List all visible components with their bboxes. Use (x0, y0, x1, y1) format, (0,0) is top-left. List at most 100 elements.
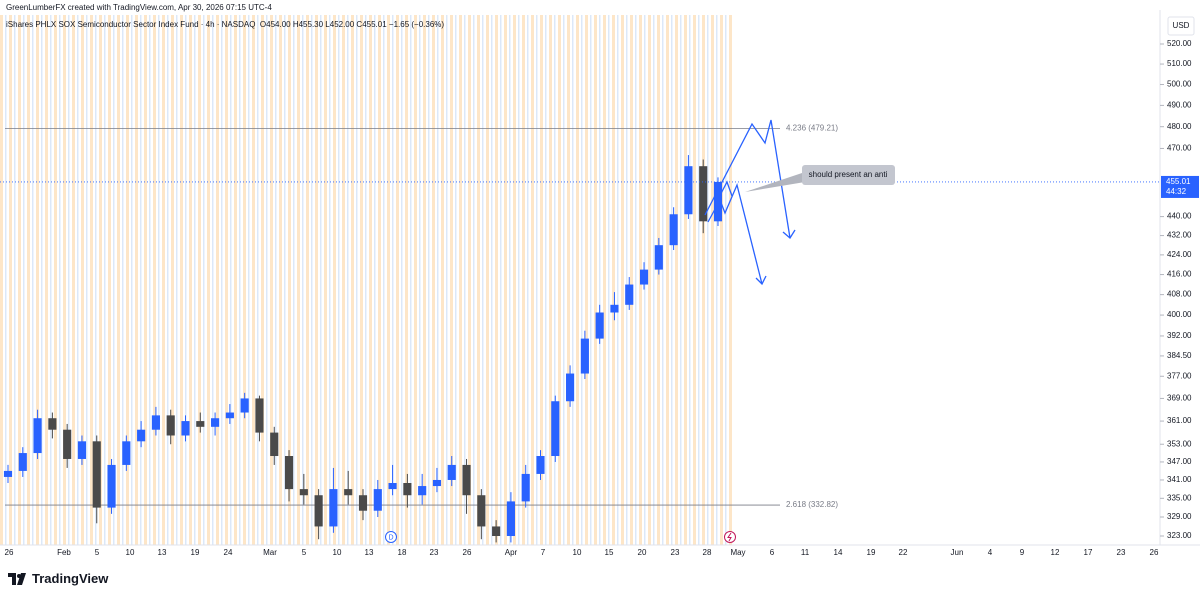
x-tick-label: 26 (463, 548, 472, 557)
candle-body (492, 526, 501, 537)
x-tick-label: May (730, 548, 745, 557)
fib-level-label: 2.618 (332.82) (786, 500, 838, 509)
x-tick-label: 10 (333, 548, 342, 557)
last-price-box (1161, 175, 1199, 198)
candle-body (270, 432, 279, 457)
candle-body (580, 338, 589, 374)
candle-body (92, 441, 101, 508)
candle-body (358, 495, 368, 511)
x-tick-label: 13 (158, 548, 167, 557)
y-tick-label: 400.00 (1167, 310, 1192, 319)
earnings-bolt (727, 532, 732, 542)
y-tick-label: 377.00 (1167, 371, 1192, 380)
candle-body (284, 456, 294, 490)
x-tick-label: 9 (1020, 548, 1025, 557)
candle-body (48, 418, 57, 430)
y-tick-label: 361.00 (1167, 416, 1192, 425)
candle-body (566, 373, 575, 402)
candle-body (462, 464, 471, 496)
candle-body (551, 401, 560, 457)
candle-body (33, 418, 42, 454)
x-tick-label: 5 (302, 548, 307, 557)
y-tick-label: 510.00 (1167, 59, 1192, 68)
projection-arrow (707, 182, 763, 285)
y-tick-label: 500.00 (1167, 80, 1192, 89)
candle-body (418, 486, 427, 496)
candle-body (211, 418, 220, 427)
candle-body (63, 429, 72, 459)
arrowhead (755, 275, 767, 286)
y-tick-label: 424.00 (1167, 250, 1192, 259)
x-tick-label: 28 (703, 548, 712, 557)
candle-body (3, 470, 13, 477)
callout-box[interactable] (802, 165, 895, 185)
candle-body (521, 473, 530, 502)
candle-body (255, 398, 264, 433)
y-tick-label: 520.00 (1167, 39, 1192, 48)
callout-text: should present an anti (809, 170, 888, 179)
x-tick-label: 6 (770, 548, 775, 557)
candle-body (373, 489, 382, 511)
x-tick-label: 12 (1051, 548, 1060, 557)
candle-body (432, 479, 442, 487)
x-tick-label: 19 (191, 548, 200, 557)
candle-body (77, 441, 87, 459)
candle-body (122, 441, 131, 465)
dividend-label: D (388, 534, 393, 541)
x-tick-label: 13 (365, 548, 374, 557)
candle-body (447, 464, 456, 480)
y-tick-label: 341.00 (1167, 475, 1192, 484)
ohlc-summary: O454.00 H455.30 L452.00 C455.01 −1.65 (−… (259, 20, 445, 29)
x-tick-label: 14 (834, 548, 843, 557)
y-tick-label: 408.00 (1167, 290, 1192, 299)
y-tick-label: 416.00 (1167, 270, 1192, 279)
x-tick-label: 4 (988, 548, 993, 557)
y-tick-label: 440.00 (1167, 212, 1192, 221)
candle-body (225, 412, 234, 419)
candle-body (151, 415, 160, 430)
x-tick-label: 22 (899, 548, 908, 557)
y-tick-label: 480.00 (1167, 122, 1192, 131)
candle-body (181, 421, 190, 436)
y-tick-label: 335.00 (1167, 493, 1192, 502)
candle-body (107, 464, 116, 508)
y-tick-label: 369.00 (1167, 394, 1192, 403)
countdown-label: 44:32 (1166, 187, 1187, 196)
brand-logo (8, 572, 26, 585)
arrowhead (782, 229, 796, 239)
candle-body (713, 181, 723, 222)
candle-body (699, 166, 708, 222)
candle-body (299, 489, 308, 496)
symbol-line: iShares PHLX SOX Semiconductor Sector In… (6, 20, 444, 29)
candle-body (639, 269, 649, 285)
projection-drawings (704, 119, 796, 286)
x-tick-label: 18 (398, 548, 407, 557)
y-tick-label: 353.00 (1167, 439, 1192, 448)
candle-body (477, 495, 486, 527)
x-tick-label: 5 (95, 548, 100, 557)
dividend-icon[interactable] (385, 531, 397, 543)
x-tick-label: 24 (224, 548, 233, 557)
candle-body (18, 453, 27, 471)
x-tick-label: 19 (867, 548, 876, 557)
candle-body (654, 245, 663, 270)
y-tick-label: 347.00 (1167, 457, 1192, 466)
x-tick-label: 10 (573, 548, 582, 557)
candle-body (669, 214, 678, 246)
candle-body (196, 421, 205, 427)
symbol-title: iShares PHLX SOX Semiconductor Sector In… (6, 20, 256, 29)
candle-body (344, 489, 353, 496)
session-shading (0, 15, 732, 545)
y-tick-label: 323.00 (1167, 531, 1192, 540)
brand-name: TradingView (32, 571, 109, 586)
y-tick-label: 392.00 (1167, 331, 1192, 340)
x-tick-label: 17 (1084, 548, 1093, 557)
x-tick-label: 23 (1117, 548, 1126, 557)
candle-body (610, 304, 619, 313)
last-price-label: 455.01 (1166, 177, 1191, 186)
currency-box[interactable] (1167, 16, 1195, 36)
x-tick-label: 10 (126, 548, 135, 557)
x-tick-label: Jun (951, 548, 964, 557)
candle-body (595, 312, 604, 339)
candle-body (403, 483, 412, 496)
